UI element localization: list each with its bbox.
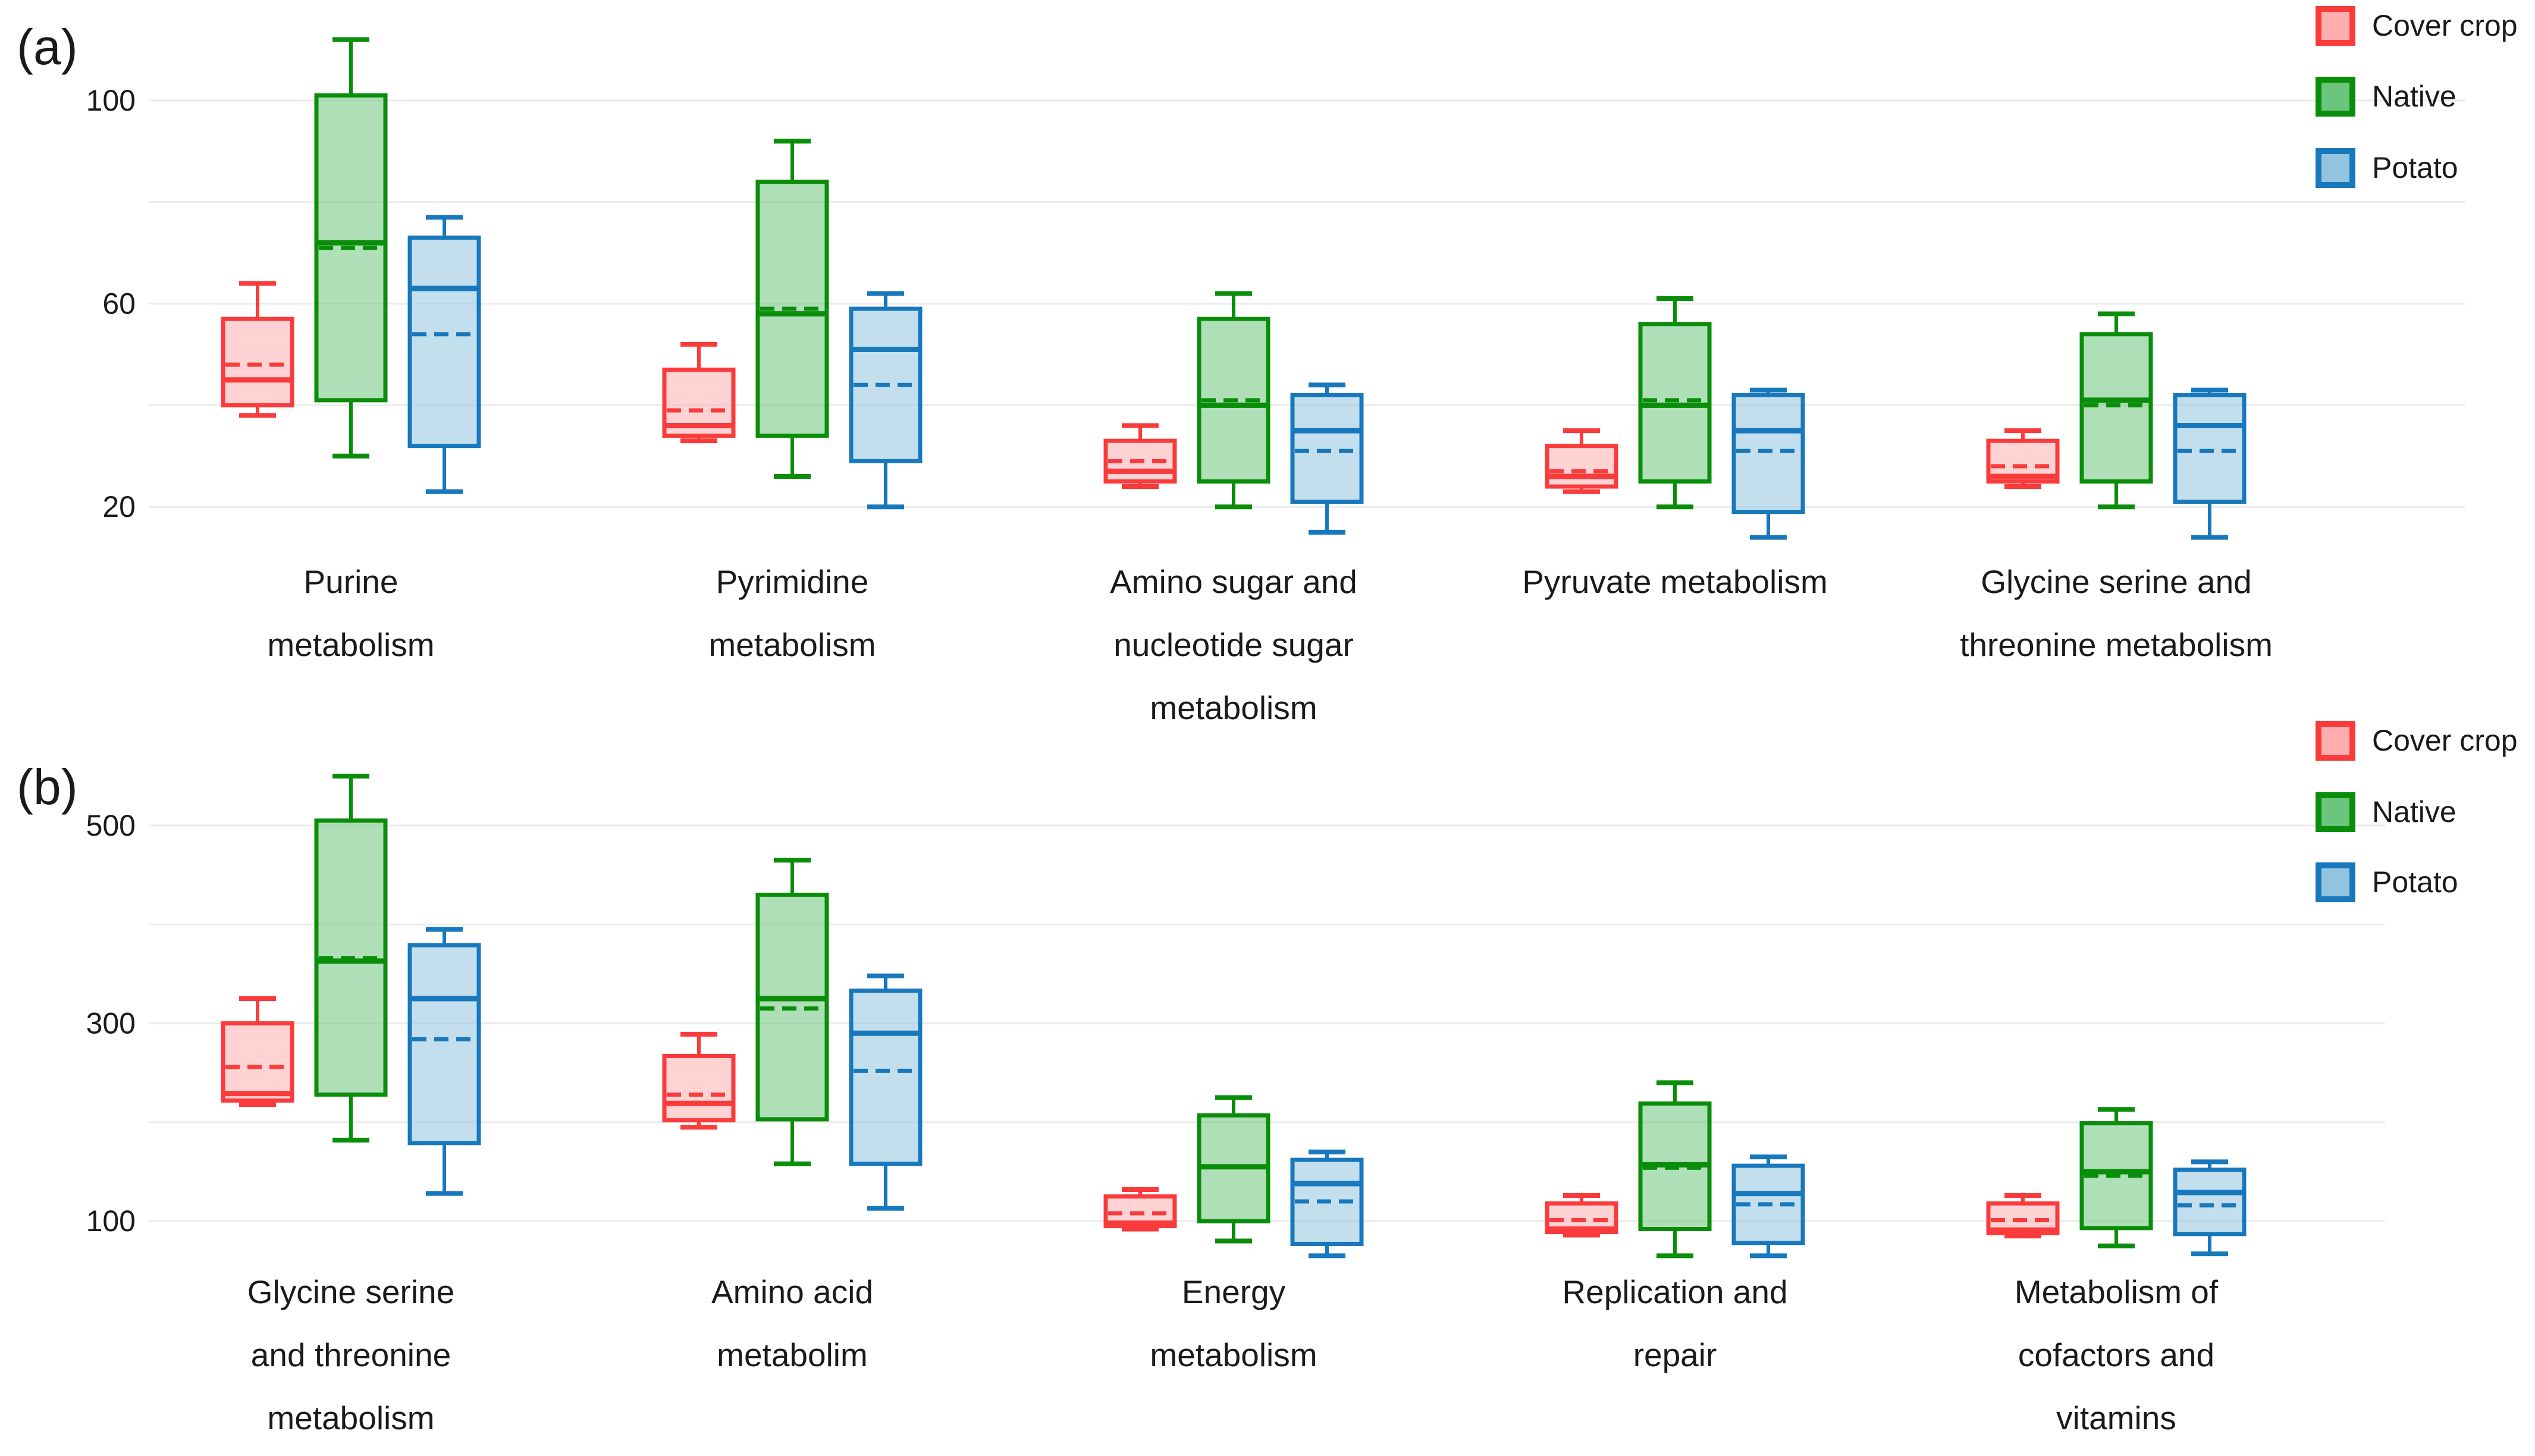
box-potato-4 <box>2173 393 2247 504</box>
category-label: nucleotide sugar <box>1113 626 1354 663</box>
legend-swatch-potato <box>2316 148 2355 188</box>
category-label: Pyruvate metabolism <box>1522 563 1828 600</box>
category-label: repair <box>1633 1336 1717 1373</box>
box-potato-4 <box>2173 1168 2247 1237</box>
category-label: metabolism <box>267 1399 434 1436</box>
legend-swatch-native <box>2316 792 2355 832</box>
legend-label-native: Native <box>2372 80 2456 113</box>
box-cover-crop-0 <box>221 316 294 407</box>
category-label: metabolism <box>1150 689 1317 726</box>
category-label: Amino acid <box>711 1273 873 1310</box>
y-tick-label: 20 <box>102 490 136 523</box>
legend-swatch-cover-crop <box>2316 721 2355 761</box>
category-label: and threonine <box>251 1336 451 1373</box>
y-tick-label: 500 <box>86 809 136 842</box>
category-label: vitamins <box>2056 1399 2176 1436</box>
box-cover-crop-1 <box>662 1053 736 1123</box>
legend-label-native: Native <box>2372 795 2456 829</box>
box-potato-0 <box>407 943 481 1146</box>
y-tick-label: 100 <box>86 1204 136 1238</box>
box-cover-crop-3 <box>1545 444 1618 489</box>
panel-label: (a) <box>17 19 78 75</box>
category-label: metabolism <box>1150 1336 1317 1373</box>
category-label: Metabolism of <box>2015 1273 2219 1310</box>
category-label: Energy <box>1182 1273 1286 1310</box>
box-native-4 <box>2079 332 2153 484</box>
legend-swatch-potato <box>2316 862 2355 902</box>
panel-label: (b) <box>17 759 78 815</box>
legend-label-potato: Potato <box>2372 151 2458 184</box>
y-tick-label: 300 <box>86 1007 136 1040</box>
category-label: metabolism <box>708 626 876 663</box>
box-potato-3 <box>1731 393 1805 514</box>
category-label: Glycine serine <box>247 1273 454 1310</box>
legend-label-cover-crop: Cover crop <box>2372 724 2518 757</box>
category-label: cofactors and <box>2018 1336 2214 1373</box>
box-potato-2 <box>1290 393 1364 504</box>
box-cover-crop-0 <box>221 1021 294 1103</box>
category-label: Amino sugar and <box>1110 563 1357 600</box>
legend-swatch-native <box>2316 77 2355 117</box>
category-label: Pyrimidine <box>716 563 869 600</box>
category-label: metabolism <box>267 626 434 663</box>
category-label: metabolim <box>717 1336 868 1373</box>
legend-label-cover-crop: Cover crop <box>2372 9 2518 42</box>
legend-swatch-cover-crop <box>2316 6 2355 46</box>
y-tick-label: 60 <box>102 287 136 321</box>
category-label: Replication and <box>1562 1273 1787 1310</box>
box-potato-0 <box>407 236 481 448</box>
category-label: Purine <box>304 563 399 600</box>
category-label: threonine metabolism <box>1960 626 2273 663</box>
legend-label-potato: Potato <box>2372 865 2458 899</box>
y-tick-label: 100 <box>86 84 136 117</box>
box-potato-1 <box>849 989 923 1166</box>
category-label: Glycine serine and <box>1981 563 2252 600</box>
